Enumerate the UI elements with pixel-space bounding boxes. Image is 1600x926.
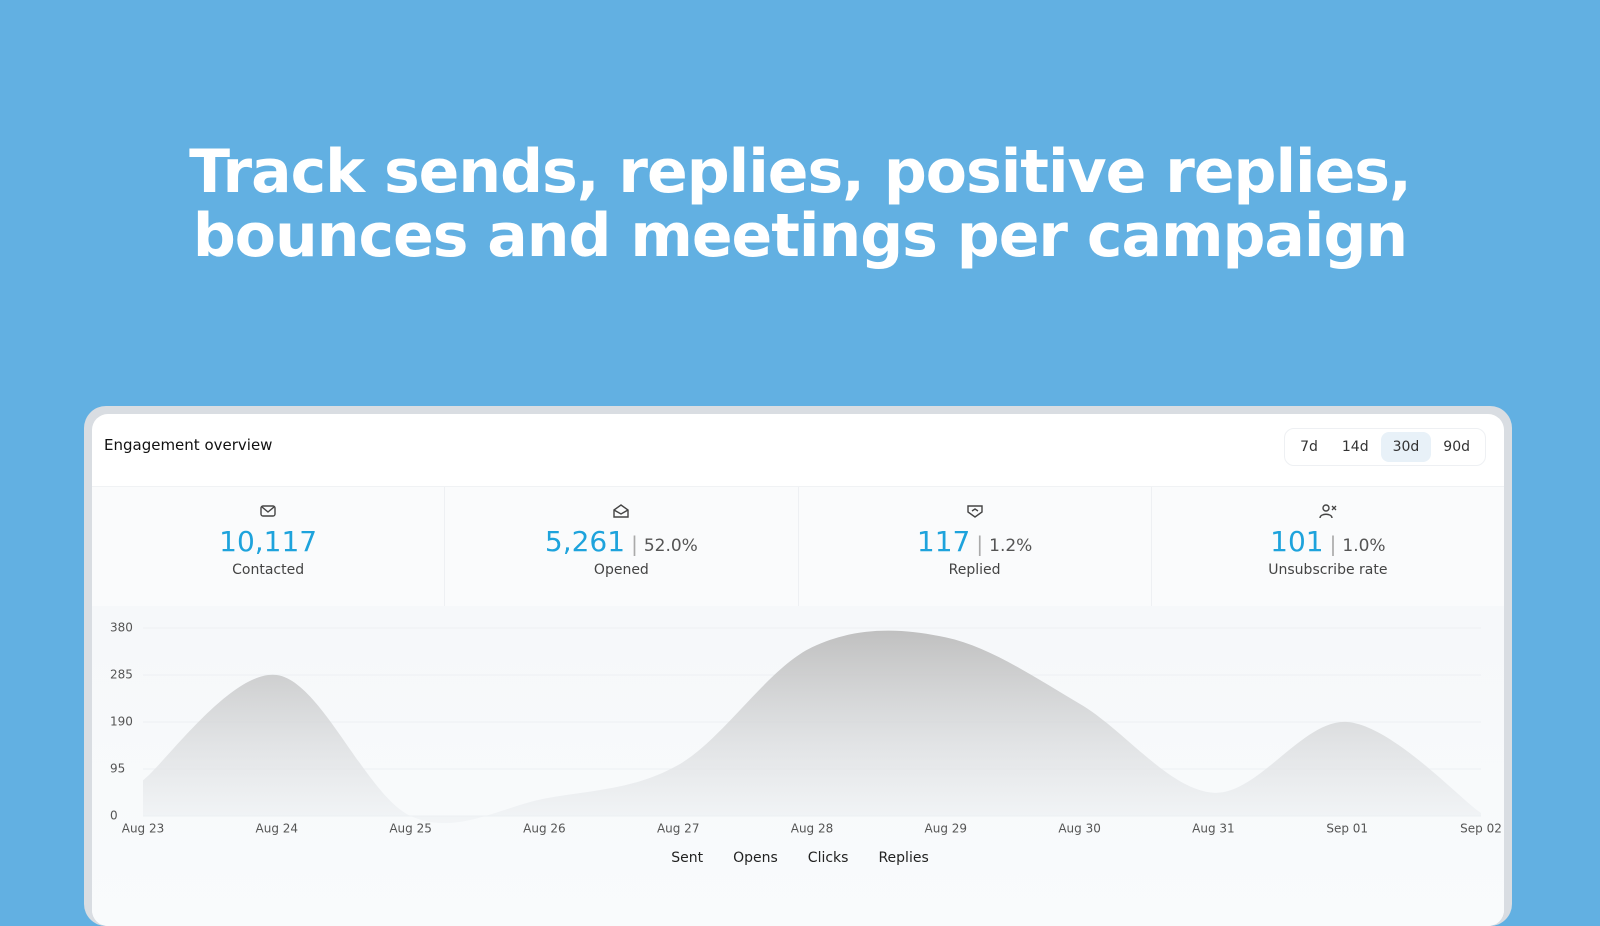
x-tick-label: Aug 23	[122, 822, 165, 836]
y-tick-label: 380	[110, 621, 133, 635]
stat-label: Replied	[948, 562, 1001, 578]
stat-value: 101	[1270, 525, 1324, 558]
card: Engagement overview 7d 14d 30d 90d 10,11…	[84, 406, 1512, 926]
stat: 117 | 1.2% Replied	[799, 487, 1152, 607]
legend-item[interactable]: Replies	[878, 850, 929, 866]
unsubscribe-icon	[1319, 504, 1337, 519]
stat: 10,117 Contacted	[92, 487, 446, 607]
range-button[interactable]: 90d	[1443, 439, 1470, 455]
stat-label: Unsubscribe rate	[1268, 562, 1388, 578]
stat-label: Contacted	[232, 562, 305, 578]
y-tick-label: 95	[110, 762, 125, 776]
chart: 0 95 190 285 380 Aug 23 Aug 24 Aug 25 Aug 26 Aug …	[110, 621, 1502, 836]
stat-label: Opened	[593, 562, 649, 578]
open-mail-icon	[613, 504, 630, 518]
card-title: Engagement overview	[104, 436, 273, 454]
stat-value-row: 5,261 | 52.0%	[544, 525, 698, 558]
x-tick-label: Aug 25	[389, 822, 432, 836]
range-button[interactable]: 14d	[1341, 439, 1369, 455]
stat: 5,261 | 52.0% Opened	[445, 487, 799, 607]
legend-item[interactable]: Sent	[671, 850, 704, 866]
x-tick-label: Aug 26	[523, 822, 566, 836]
stats-row: 10,117 Contacted 5,261 | 52.0% Opened 117 |…	[92, 486, 1504, 608]
y-tick-label: 0	[110, 809, 118, 823]
x-tick-label: Aug 29	[925, 822, 968, 836]
stat-value-row: 101 | 1.0%	[1270, 525, 1386, 558]
page: Track sends, replies, positive replies, …	[0, 140, 1600, 926]
legend-item[interactable]: Clicks	[807, 850, 849, 866]
x-tick-label: Aug 31	[1192, 822, 1235, 836]
x-tick-label: Aug 24	[256, 822, 299, 836]
headline: Track sends, replies, positive replies, …	[0, 140, 1600, 268]
stat-value: 117	[916, 525, 971, 558]
stat-value: 10,117	[219, 525, 318, 558]
stat: 101 | 1.0% Unsubscribe rate	[1152, 487, 1504, 607]
headline-line: bounces and meetings per campaign	[192, 201, 1408, 271]
x-tick-label: Aug 28	[791, 822, 834, 836]
area	[143, 630, 1481, 824]
x-tick-label: Sep 01	[1326, 822, 1368, 836]
stat-rate: 1.0%	[1342, 536, 1386, 556]
stat-value-row: 117 | 1.2%	[916, 525, 1033, 558]
headline-line: Track sends, replies, positive replies,	[189, 137, 1412, 207]
stat-rate: 1.2%	[989, 536, 1033, 556]
legend: Sent Opens Clicks Replies	[0, 850, 1600, 866]
range-button[interactable]: 7d	[1300, 439, 1318, 455]
stat-rate: 52.0%	[643, 536, 698, 556]
range-selector: 7d 14d 30d 90d	[1284, 428, 1486, 466]
mail-icon	[260, 505, 276, 517]
y-tick-label: 285	[110, 668, 133, 682]
range-button[interactable]: 30d	[1380, 432, 1432, 462]
x-tick-label: Aug 27	[657, 822, 700, 836]
y-tick-label: 190	[110, 715, 133, 729]
x-tick-label: Sep 02	[1460, 822, 1502, 836]
reply-icon	[966, 505, 983, 518]
x-tick-label: Aug 30	[1058, 822, 1101, 836]
legend-item[interactable]: Opens	[733, 850, 778, 866]
stat-value: 5,261	[544, 525, 626, 558]
